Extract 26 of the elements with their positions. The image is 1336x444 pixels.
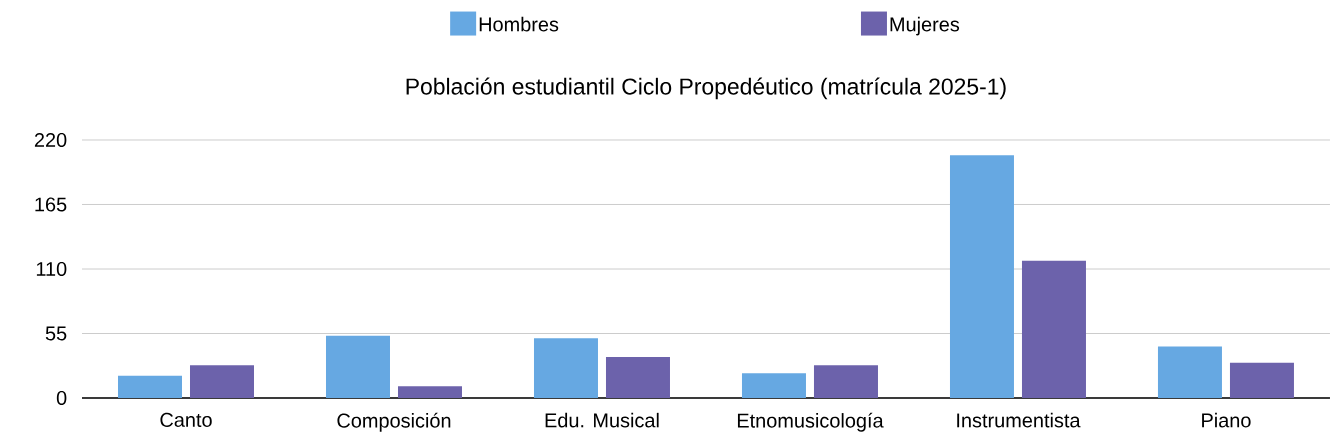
x-tick-label: Edu. Musical <box>545 412 659 428</box>
x-tick-label: Piano <box>1202 412 1251 428</box>
bar <box>741 373 806 398</box>
y-tick-label: 165 <box>35 197 67 212</box>
bar <box>190 365 254 398</box>
bar <box>1157 346 1222 398</box>
bar <box>1021 260 1086 398</box>
x-tick-label: Canto <box>160 412 212 427</box>
bar <box>118 375 182 398</box>
x-tick-label: Etnomusicología <box>737 412 884 432</box>
legend-label: Mujeres <box>890 16 960 36</box>
bar <box>397 386 462 398</box>
bar <box>813 365 878 398</box>
chart-title: Población estudiantil Ciclo Propedéutico (matrícula 2025-1) <box>406 77 1006 100</box>
bar <box>605 356 670 398</box>
bar <box>949 155 1014 398</box>
bar <box>533 338 598 398</box>
x-tick-label: Composición <box>337 412 451 432</box>
y-tick-label: 110 <box>36 261 67 277</box>
x-tick-label: Instrumentista <box>957 412 1081 428</box>
y-tick-label: 220 <box>34 132 67 148</box>
y-tick-label: 55 <box>45 326 67 341</box>
bar <box>325 335 390 398</box>
bar <box>1229 362 1294 398</box>
y-tick-label: 0 <box>56 390 67 406</box>
legend-label: Hombres <box>479 16 559 32</box>
